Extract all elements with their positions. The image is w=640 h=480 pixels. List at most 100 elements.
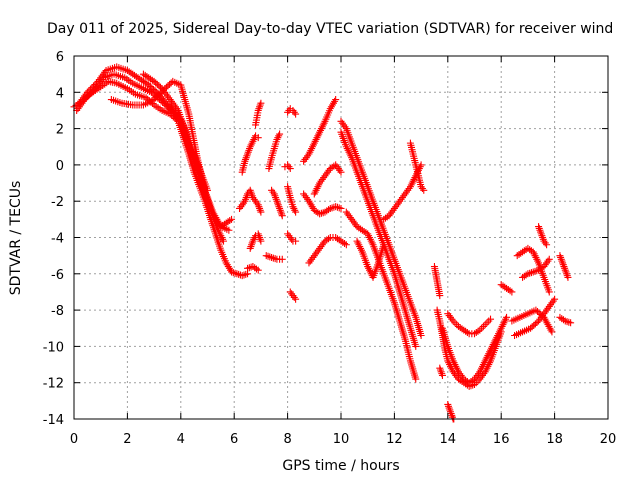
data-point (503, 313, 511, 321)
data-point (458, 325, 466, 333)
data-point (543, 241, 551, 249)
data-point (155, 91, 163, 99)
data-point (522, 271, 530, 279)
data-point (551, 295, 559, 303)
data-point (383, 213, 391, 221)
data-point (513, 252, 521, 260)
data-point (292, 295, 300, 303)
series-track-x (337, 128, 420, 350)
series-track-y (342, 208, 420, 383)
data-point (152, 79, 160, 87)
data-point (142, 94, 150, 102)
data-point (565, 318, 573, 326)
y-tick-label: -6 (51, 268, 64, 283)
data-point (252, 265, 260, 273)
data-point (292, 208, 300, 216)
data-point (524, 270, 532, 278)
data-point (501, 283, 509, 291)
y-tick-label: 4 (56, 86, 64, 101)
series-track-u (310, 161, 345, 198)
axis-ticks (73, 55, 609, 420)
data-point (88, 84, 96, 92)
data-point (497, 281, 505, 289)
data-point (316, 210, 324, 218)
data-point (465, 379, 473, 387)
data-point (530, 321, 538, 329)
data-point (166, 80, 174, 88)
x-axis-label: GPS time / hours (282, 458, 399, 474)
data-point (139, 70, 147, 78)
series-track-ao (556, 313, 575, 327)
data-point (141, 71, 149, 79)
data-point (460, 375, 468, 383)
y-tick-label: -4 (51, 232, 64, 247)
data-point (333, 203, 341, 211)
series-track-ag (436, 364, 446, 379)
data-point (533, 267, 541, 275)
data-point (519, 273, 527, 281)
series-track-z (353, 237, 388, 281)
data-point (271, 255, 279, 263)
series-track-t (300, 190, 345, 218)
data-point (520, 247, 528, 255)
data-point (85, 87, 93, 95)
data-point (520, 272, 528, 280)
series-track-n (284, 105, 300, 118)
data-point (380, 215, 388, 223)
data-point (89, 82, 97, 90)
data-point (224, 218, 232, 226)
data-point (515, 250, 523, 258)
data-point (504, 286, 512, 294)
data-point (153, 80, 161, 88)
data-point (132, 73, 140, 81)
data-point (436, 292, 444, 300)
data-point (219, 221, 227, 229)
data-point (325, 235, 333, 243)
data-point (254, 266, 262, 274)
data-point (276, 130, 284, 138)
data-point (220, 237, 228, 245)
data-point (472, 328, 480, 336)
data-point (145, 74, 153, 82)
data-point (330, 162, 338, 170)
y-tick-label: 0 (56, 159, 64, 174)
data-point (337, 168, 345, 176)
series-track-i (265, 130, 284, 173)
series-track-ap (497, 281, 516, 296)
data-point (412, 342, 420, 350)
data-point (328, 163, 336, 171)
data-point (328, 204, 336, 212)
x-tick-label: 18 (546, 432, 563, 447)
data-point (254, 134, 262, 142)
series-track-s (300, 96, 340, 165)
data-point (141, 79, 149, 87)
y-tick-label: 2 (56, 123, 64, 138)
x-tick-label: 6 (230, 432, 238, 447)
series-track-aj (508, 306, 556, 336)
series-track-j (268, 186, 286, 220)
data-point (499, 282, 507, 290)
data-point (332, 96, 340, 104)
data-point (257, 99, 265, 107)
series-track-e (139, 70, 236, 231)
series-track-h (252, 99, 265, 129)
data-point (534, 308, 542, 316)
data-point (266, 253, 274, 261)
data-point (262, 252, 270, 260)
data-point (462, 376, 470, 384)
x-tick-label: 2 (123, 432, 131, 447)
data-point (249, 263, 257, 271)
data-point (335, 204, 343, 212)
data-point (503, 284, 511, 292)
data-point (138, 76, 146, 84)
y-tick-label: 6 (56, 50, 64, 65)
data-point (531, 267, 539, 275)
data-points (70, 63, 575, 423)
data-point (556, 313, 564, 321)
data-point (131, 71, 139, 79)
data-point (332, 234, 340, 241)
data-point (462, 327, 470, 335)
data-point (278, 255, 286, 263)
data-point (342, 241, 350, 249)
x-tick-labels: 0 2 4 6 8 10 12 14 16 18 20 (70, 432, 616, 447)
